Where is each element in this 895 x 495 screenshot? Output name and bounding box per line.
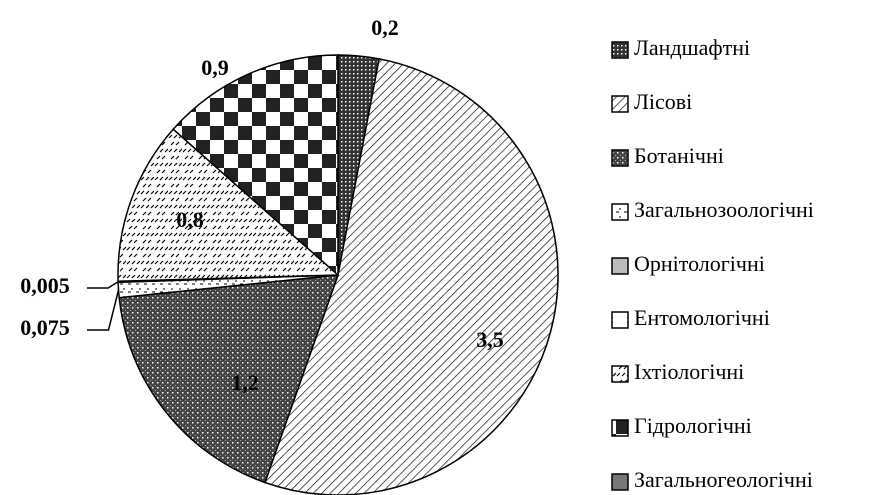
legend-label: Іхтіологічні (634, 359, 744, 384)
legend-swatch (611, 203, 629, 221)
pie-slice (118, 274, 340, 484)
legend-swatch (611, 365, 629, 383)
legend-label: Ландшафтні (634, 35, 750, 60)
legend-label: Загальнозоологічні (634, 197, 814, 222)
legend-swatch (611, 41, 629, 59)
legend-swatch (611, 419, 629, 437)
legend-swatch (611, 149, 629, 167)
leader-line (87, 289, 120, 331)
legend-label: Лісові (634, 89, 692, 114)
pie-slice (263, 58, 559, 495)
data-label: 0,8 (176, 207, 204, 232)
legend-label: Гідрологічні (634, 413, 752, 438)
pie: 0,2 3,5 1,2 0,075 0,005 0,8 0,9 (20, 15, 559, 495)
data-label: 0,075 (20, 315, 70, 340)
legend-swatch (611, 257, 629, 275)
legend-label: Ботанічні (634, 143, 724, 168)
data-label: 0,2 (371, 15, 399, 40)
data-label: 0,005 (20, 273, 70, 298)
legend-swatch (611, 473, 629, 491)
leader-line (87, 281, 119, 289)
data-label: 0,9 (201, 55, 229, 80)
legend-label: Орнітологічні (634, 251, 765, 276)
pie-slice (117, 128, 340, 282)
data-label: 3,5 (476, 327, 504, 352)
data-label: 1,2 (231, 370, 259, 395)
pie-slice (172, 54, 339, 277)
legend: Ландшафтні Лісові Ботанічні Загальнозоологі… (611, 35, 814, 492)
legend-swatch (611, 311, 629, 329)
legend-swatch (611, 95, 629, 113)
legend-label: Ентомологічні (634, 305, 770, 330)
legend-label: Загальногеологічні (634, 467, 813, 492)
